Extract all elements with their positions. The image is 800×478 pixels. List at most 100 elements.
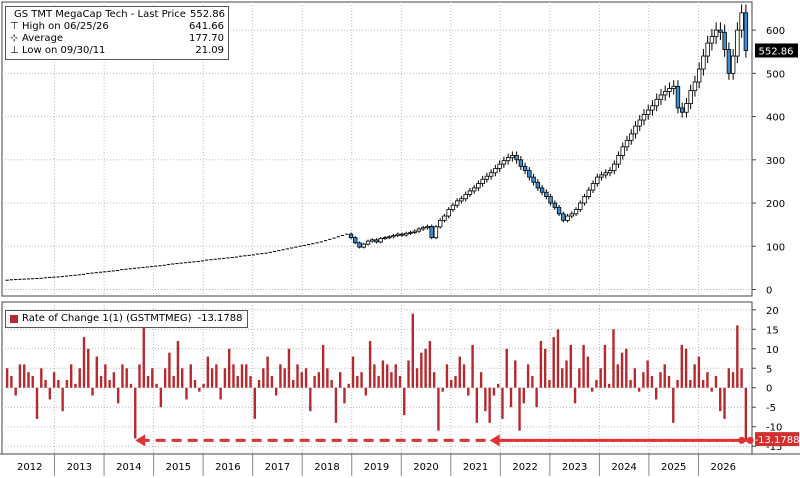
roc-bar — [35, 387, 39, 419]
roc-bar — [339, 372, 342, 388]
roc-bar — [680, 344, 684, 388]
roc-bar — [723, 387, 726, 419]
candle-body — [365, 240, 371, 245]
roc-bar — [569, 344, 572, 388]
roc-bar — [445, 364, 449, 388]
annotation-layer — [135, 434, 754, 447]
candle-body — [620, 146, 625, 156]
x-tick-label: 2017 — [265, 462, 290, 473]
roc-bar — [437, 387, 440, 431]
candle-body — [671, 85, 676, 89]
roc-tick-label: 20 — [766, 306, 779, 317]
candle-body — [514, 155, 519, 161]
candle-body — [357, 242, 362, 248]
roc-bar — [543, 348, 547, 388]
roc-bar — [731, 372, 735, 388]
candle-body — [586, 189, 591, 197]
roc-bar — [403, 387, 406, 416]
legend-value: 641.66 — [189, 21, 224, 32]
candle-body — [484, 175, 490, 180]
roc-tick-label: 10 — [766, 345, 779, 356]
roc-bar — [189, 364, 192, 388]
roc-bar — [151, 368, 154, 388]
roc-y-axis: 20 15 10 5 0 -5 -10 -15 — [752, 306, 782, 453]
roc-bar — [313, 376, 316, 388]
roc-bar — [159, 387, 163, 408]
roc-bar — [202, 383, 205, 388]
roc-bar — [407, 360, 410, 388]
candle-body — [569, 213, 575, 217]
legend-row-last-price: GS TMT MegaCap Tech - Last Price 552.86 — [10, 9, 225, 21]
candle-body — [505, 157, 511, 162]
candle-body — [616, 155, 621, 165]
roc-bar — [14, 387, 17, 396]
roc-bar — [736, 325, 739, 388]
candle-body — [446, 209, 451, 217]
roc-bar — [467, 387, 470, 396]
roc-bar — [595, 379, 598, 388]
roc-value-badge-text: -13.1788 — [755, 435, 800, 446]
roc-bar — [78, 368, 81, 388]
candle-body — [565, 215, 570, 221]
roc-bar — [351, 356, 355, 388]
candle-body — [493, 168, 498, 174]
roc-bar — [245, 364, 248, 388]
candle-body — [421, 227, 426, 230]
x-tick-label: 2018 — [314, 462, 339, 473]
roc-bar — [385, 364, 389, 388]
x-tick-label: 2020 — [413, 462, 438, 473]
x-tick-label: 2019 — [364, 462, 389, 473]
legend-value: 177.70 — [189, 33, 224, 44]
roc-bar — [475, 387, 479, 423]
roc-bar — [684, 348, 688, 388]
roc-bar — [509, 387, 513, 408]
roc-bar — [663, 364, 666, 388]
roc-bar — [52, 372, 56, 388]
roc-bar — [496, 383, 500, 388]
roc-bar — [535, 387, 538, 408]
candle-body — [488, 172, 494, 177]
roc-bar — [629, 379, 632, 388]
roc-legend: Rate of Change 1(1) (GSTMTMEG) -13.1788 — [5, 310, 248, 328]
x-tick-label: 2014 — [116, 462, 141, 473]
candle-body — [395, 233, 400, 236]
roc-bar — [176, 340, 180, 388]
roc-bar — [548, 379, 551, 388]
price-legend: GS TMT MegaCap Tech - Last Price 552.86 … — [5, 6, 229, 60]
roc-bar — [172, 376, 175, 388]
low-marker-icon: ⊥ — [10, 45, 19, 56]
x-tick-label: 2024 — [611, 462, 636, 473]
roc-bar — [697, 356, 701, 388]
candle-body — [582, 196, 587, 204]
roc-bar — [522, 387, 526, 404]
roc-tick-label: 0 — [766, 384, 772, 395]
roc-bar — [556, 329, 560, 388]
candle-body — [556, 206, 562, 215]
last-price-badge — [755, 43, 798, 58]
roc-bar — [514, 360, 517, 388]
roc-bar — [74, 383, 77, 388]
price-tick-label: 400 — [766, 113, 785, 124]
roc-bar — [727, 368, 730, 388]
price-y-axis: 0 100 200 300 400 500 600 — [752, 26, 785, 297]
roc-bar — [381, 360, 385, 388]
roc-bar — [462, 364, 466, 388]
candle-body — [391, 235, 396, 238]
roc-bar — [394, 364, 397, 388]
roc-bar — [23, 364, 26, 388]
legend-label: Average — [22, 33, 64, 44]
roc-bar — [625, 348, 628, 388]
roc-bar — [561, 368, 564, 388]
roc-bar — [146, 376, 150, 388]
roc-bar — [637, 387, 641, 392]
roc-bar — [223, 368, 227, 388]
roc-bar — [240, 364, 244, 388]
roc-tick-label: -5 — [766, 403, 776, 414]
price-tick-label: 300 — [766, 156, 785, 167]
roc-bar — [181, 368, 184, 388]
candle-body — [663, 91, 668, 96]
candle-body — [467, 190, 473, 195]
roc-bar — [219, 387, 222, 400]
roc-bar — [108, 379, 111, 388]
